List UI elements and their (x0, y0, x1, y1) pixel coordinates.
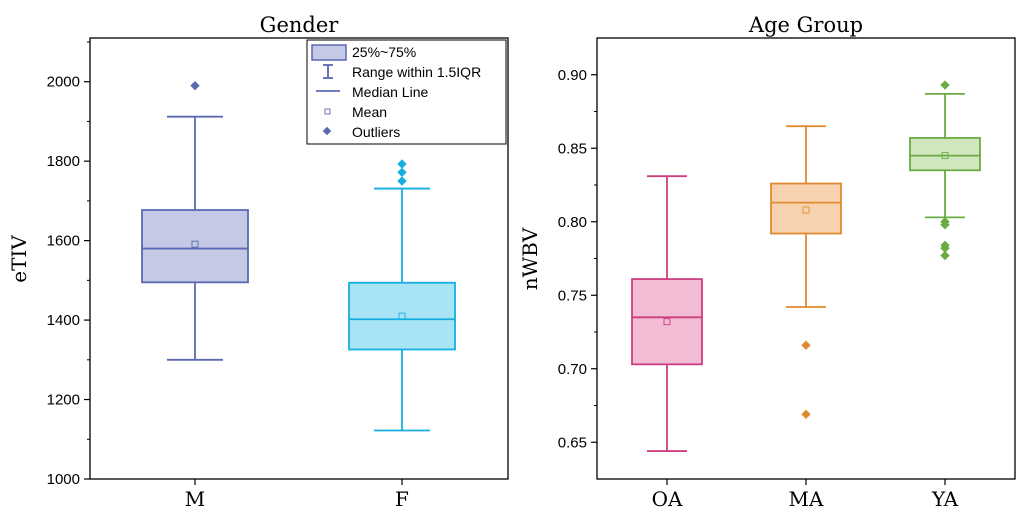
box-m (141, 81, 249, 361)
age-group-panel: Age Group nWBV 0.65 0.70 0.75 0.80 0.85 0.90 O… (518, 13, 1016, 511)
box-f (348, 159, 456, 432)
x-tick-label-m: M (185, 487, 205, 511)
outlier-point-f (397, 159, 407, 169)
age-y-tick-label: 0.70 (558, 361, 587, 378)
iqr-box-ya (909, 137, 981, 172)
gender-plot-frame (89, 37, 509, 480)
gender-y-tick-label: 1200 (47, 392, 80, 409)
legend-median-label: Median Line (352, 84, 428, 100)
legend-mean-icon (324, 108, 331, 115)
gender-y-tick-label: 1400 (47, 312, 80, 329)
gender-y-tick-label: 1600 (47, 233, 80, 250)
legend-mean-label: Mean (352, 104, 387, 120)
iqr-box-oa (631, 278, 703, 366)
gender-y-axis-label: eTIV (7, 235, 31, 283)
iqr-box-m (141, 209, 249, 284)
mean-marker-m (191, 240, 199, 248)
mean-marker-ma (802, 206, 810, 214)
box-oa (631, 175, 703, 452)
legend-box-label: 25%~75% (352, 44, 416, 60)
legend: 25%~75% Range within 1.5IQR Median Line … (306, 39, 507, 145)
age-y-axis-label: nWBV (518, 227, 542, 290)
legend-box-swatch (311, 44, 347, 61)
gender-chart-title: Gender (260, 13, 340, 37)
gender-y-tick-label: 1800 (47, 153, 80, 170)
outlier-point-ya (940, 80, 950, 90)
x-tick-label-ma: MA (789, 487, 824, 511)
mean-marker-ya (941, 152, 949, 160)
age-y-tick-label: 0.85 (558, 140, 587, 157)
age-y-tick-label: 0.90 (558, 67, 587, 84)
age-y-tick-label: 0.65 (558, 434, 587, 451)
legend-outlier-icon (322, 126, 332, 136)
mean-marker-f (398, 312, 406, 320)
outlier-point-ya (940, 243, 950, 253)
box-ya (909, 80, 981, 261)
iqr-box-f (348, 281, 456, 351)
x-tick-label-oa: OA (652, 487, 683, 511)
gender-panel: Gender eTIV 1000 1200 1400 1600 1800 2000 M F 2… (7, 13, 509, 511)
outlier-point-f (397, 167, 407, 177)
gender-y-tick-label: 1000 (47, 471, 80, 488)
gender-y-tick-label: 2000 (47, 74, 80, 91)
iqr-box-ma (770, 182, 842, 235)
legend-range-icon (323, 64, 333, 79)
outlier-point-ya (940, 250, 950, 261)
legend-range-label: Range within 1.5IQR (352, 64, 481, 80)
x-tick-label-f: F (395, 487, 409, 511)
age-y-tick-label: 0.75 (558, 287, 587, 304)
outlier-point-ma (801, 340, 811, 350)
outlier-point-f (397, 176, 407, 186)
mean-marker-oa (663, 318, 671, 326)
x-tick-label-ya: YA (931, 487, 959, 511)
age-y-tick-label: 0.80 (558, 214, 587, 231)
age-chart-title: Age Group (748, 13, 863, 37)
legend-outlier-label: Outliers (352, 124, 400, 140)
outlier-point-m (190, 81, 200, 91)
outlier-point-ma (801, 409, 811, 419)
outlier-point-ya (940, 220, 950, 230)
box-ma (770, 125, 842, 419)
